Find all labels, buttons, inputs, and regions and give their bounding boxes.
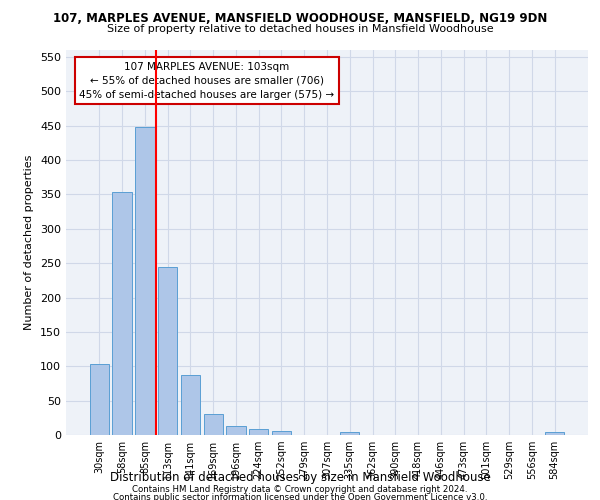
Text: Size of property relative to detached houses in Mansfield Woodhouse: Size of property relative to detached ho… [107, 24, 493, 34]
Bar [158, 266, 178, 435]
Bar [90, 364, 109, 435]
Bar [181, 375, 200, 435]
Bar [249, 429, 268, 435]
Y-axis label: Number of detached properties: Number of detached properties [25, 155, 34, 330]
Text: Contains HM Land Registry data © Crown copyright and database right 2024.: Contains HM Land Registry data © Crown c… [132, 484, 468, 494]
Bar [226, 426, 245, 435]
Bar [203, 414, 223, 435]
Text: 107, MARPLES AVENUE, MANSFIELD WOODHOUSE, MANSFIELD, NG19 9DN: 107, MARPLES AVENUE, MANSFIELD WOODHOUSE… [53, 12, 547, 26]
Text: Distribution of detached houses by size in Mansfield Woodhouse: Distribution of detached houses by size … [110, 471, 490, 484]
Text: 107 MARPLES AVENUE: 103sqm
← 55% of detached houses are smaller (706)
45% of sem: 107 MARPLES AVENUE: 103sqm ← 55% of deta… [79, 62, 335, 100]
Bar [545, 432, 564, 435]
Text: Contains public sector information licensed under the Open Government Licence v3: Contains public sector information licen… [113, 492, 487, 500]
Bar [340, 432, 359, 435]
Bar [135, 127, 155, 435]
Bar [272, 431, 291, 435]
Bar [112, 192, 132, 435]
